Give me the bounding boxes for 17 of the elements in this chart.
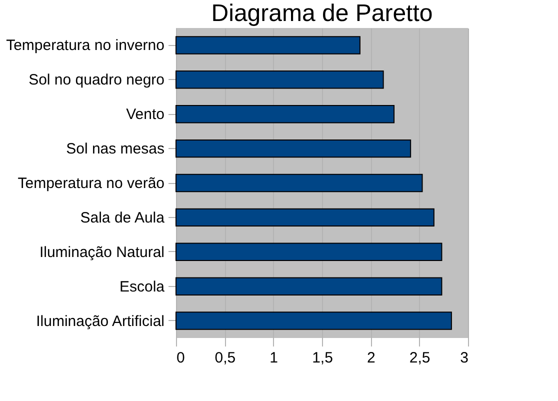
y-tick-label: Temperatura no inverno	[6, 37, 164, 54]
x-tick-label: 2,5	[409, 350, 430, 366]
x-tick-label: 3	[460, 350, 468, 366]
y-tick-label: Escola	[119, 278, 166, 296]
x-tick-label: 1,5	[312, 350, 333, 366]
x-tick-label: 0	[176, 350, 185, 366]
y-tick-label: Sol nas mesas	[66, 140, 164, 158]
y-tick-label: Temperatura no verão	[18, 175, 164, 192]
x-tick-label: 1	[270, 350, 278, 366]
y-tick-label: Iluminação Natural	[39, 244, 164, 261]
y-tick-label: Sol no quadro negro	[28, 72, 164, 89]
chart-title: Diagrama de Paretto	[211, 0, 433, 27]
y-tick-label: Vento	[126, 106, 164, 124]
y-tick-label: Sala de Aula	[80, 209, 166, 226]
x-tick-label: 0,5	[214, 350, 236, 366]
x-tick-label: 2	[366, 350, 376, 366]
y-tick-label: Iluminação Artificial	[36, 312, 164, 330]
